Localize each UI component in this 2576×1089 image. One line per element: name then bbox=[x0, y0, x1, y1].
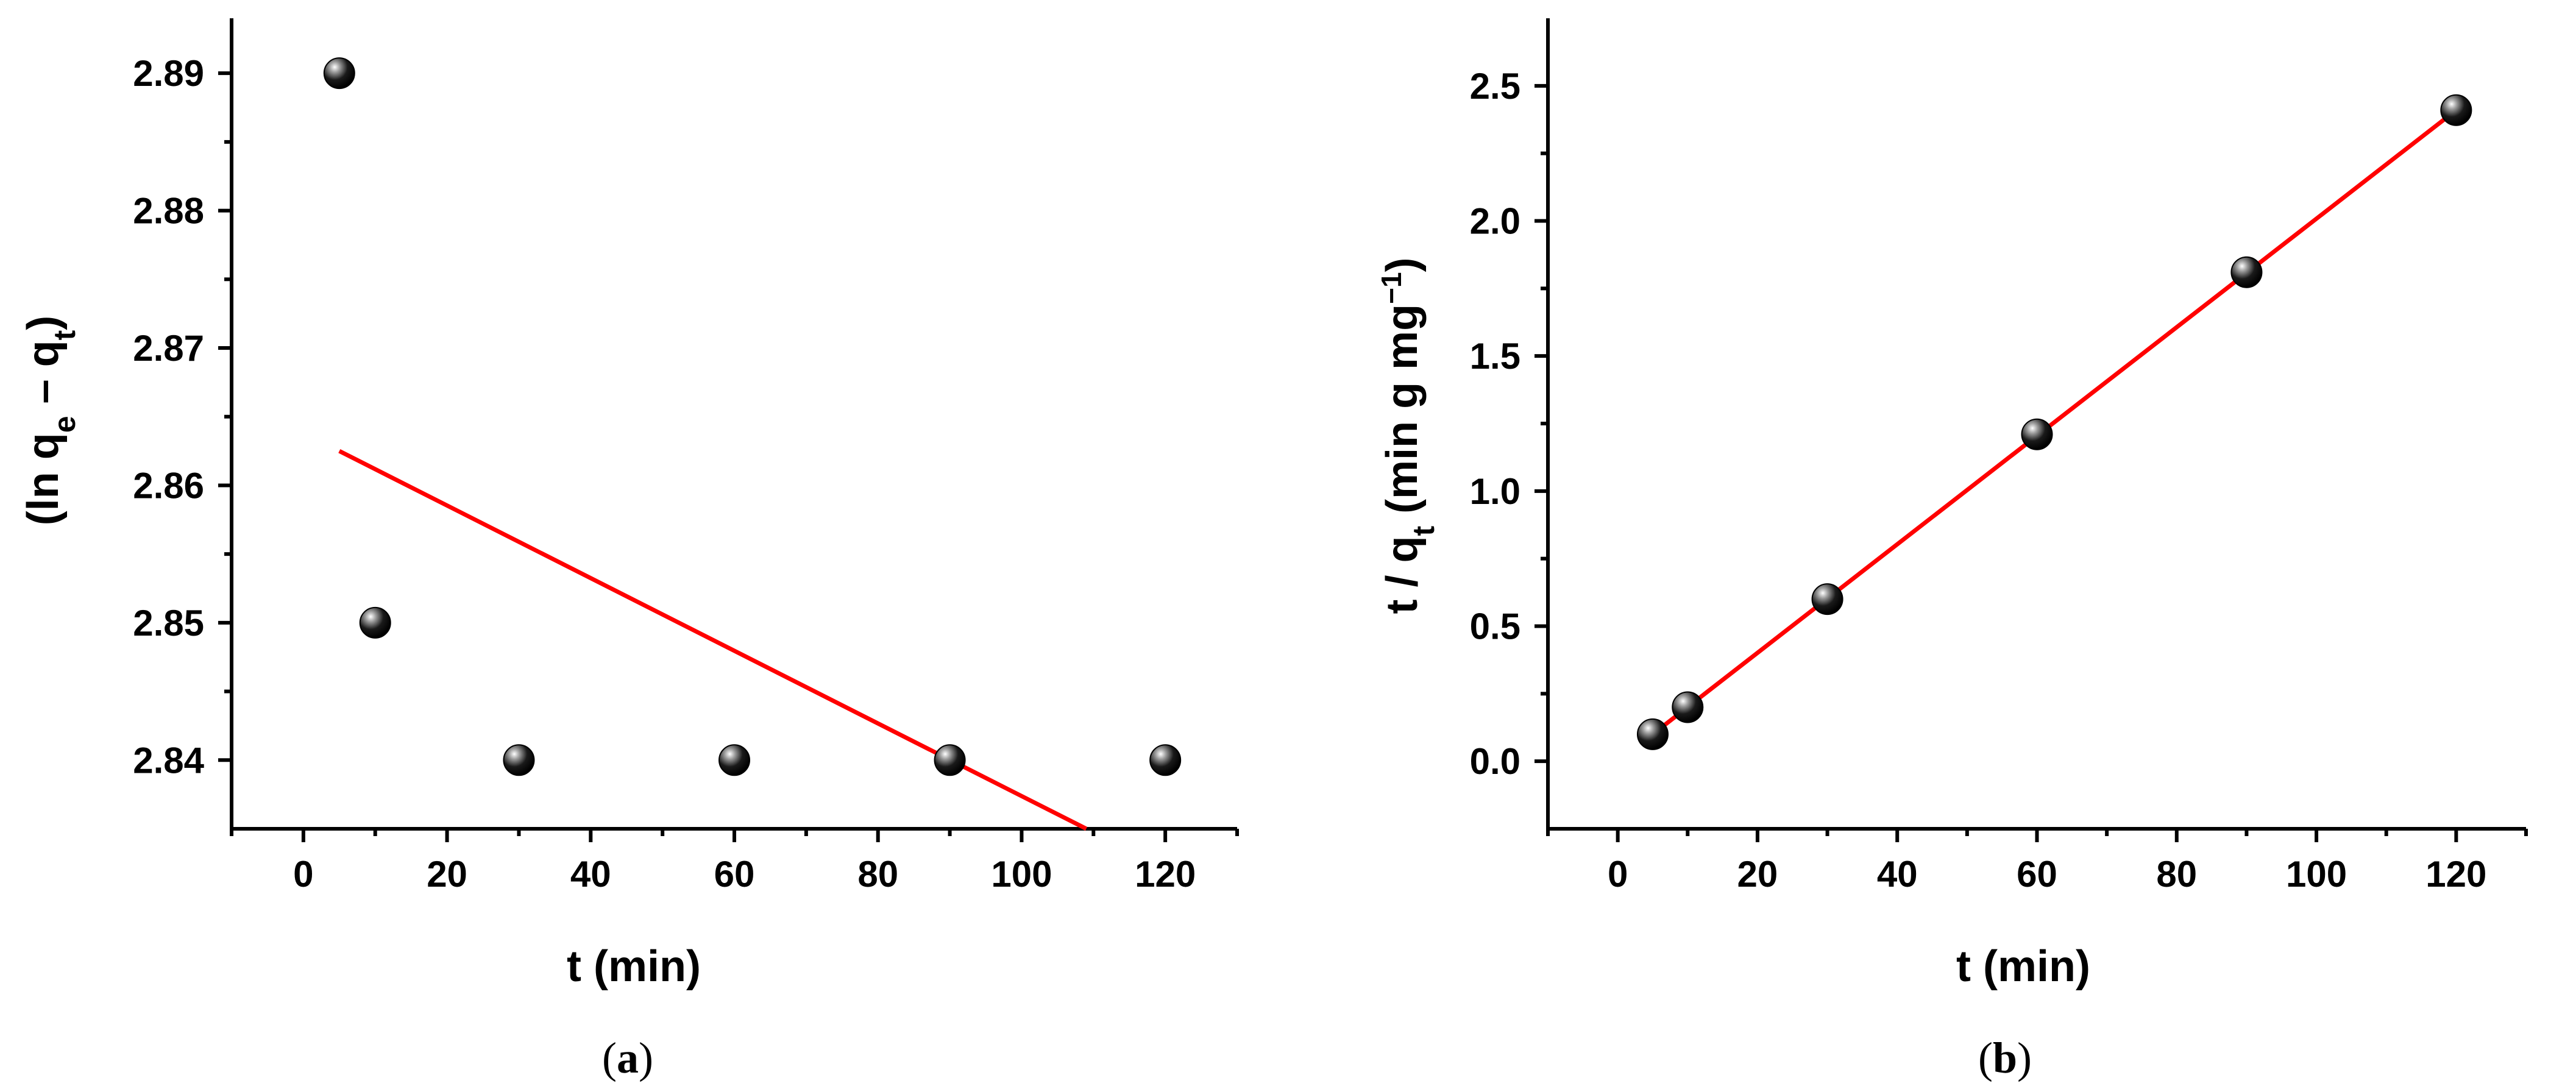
y-tick-label: 2.86 bbox=[133, 465, 204, 506]
x-tick-label: 80 bbox=[2156, 854, 2197, 895]
y-tick-label: 1.0 bbox=[1470, 471, 1520, 512]
y-tick-label: 1.5 bbox=[1470, 336, 1520, 377]
data-point bbox=[2230, 256, 2263, 288]
panel-a-axes bbox=[230, 18, 1237, 831]
panel-b-y-ticks: 0.0 0.5 1.0 1.5 2.0 2.5 bbox=[1470, 66, 1548, 782]
panel-b-x-ticks: 0 20 40 60 80 100 120 bbox=[1546, 829, 2528, 895]
panel-a-fit-line bbox=[338, 449, 1088, 831]
data-point bbox=[1149, 744, 1182, 776]
x-tick-label: 40 bbox=[1877, 854, 1918, 895]
data-point bbox=[934, 744, 966, 776]
panel-b-y-axis-label: t / qt (min g mg−1) bbox=[1375, 257, 1441, 614]
x-tick-label: 80 bbox=[857, 854, 898, 895]
x-tick-label: 60 bbox=[2017, 854, 2057, 895]
panel-a-y-axis-label: (ln qe – qt) bbox=[19, 316, 82, 525]
x-tick-label: 20 bbox=[1737, 854, 1778, 895]
x-tick-label: 100 bbox=[991, 854, 1052, 895]
data-point bbox=[719, 744, 750, 776]
panel-a-points bbox=[323, 57, 1182, 776]
panel-a-x-ticks: 0 20 40 60 80 100 120 bbox=[230, 829, 1239, 895]
data-point bbox=[2440, 94, 2472, 126]
y-tick-label: 2.5 bbox=[1470, 66, 1520, 107]
panel-a: 2.84 2.85 2.86 2.87 2.88 2.89 0 20 40 60 80 100 120… bbox=[19, 18, 1239, 1082]
y-tick-label: 2.84 bbox=[133, 740, 204, 781]
x-tick-label: 40 bbox=[570, 854, 611, 895]
panel-a-caption: (a) bbox=[602, 1034, 653, 1082]
y-tick-label: 0.0 bbox=[1470, 741, 1520, 782]
x-tick-label: 0 bbox=[293, 854, 313, 895]
panel-b-fit-line bbox=[1651, 108, 2458, 736]
data-point bbox=[359, 606, 391, 639]
data-point bbox=[1636, 718, 1669, 750]
y-tick-label: 2.87 bbox=[133, 328, 204, 369]
x-tick-label: 60 bbox=[714, 854, 755, 895]
y-tick-label: 2.0 bbox=[1470, 201, 1520, 242]
data-point bbox=[323, 57, 355, 90]
panel-b-x-axis-label: t (min) bbox=[1956, 942, 2090, 991]
y-tick-label: 2.85 bbox=[133, 603, 204, 644]
panel-b-points bbox=[1636, 94, 2472, 750]
x-tick-label: 0 bbox=[1608, 854, 1628, 895]
y-tick-label: 2.88 bbox=[133, 191, 204, 232]
y-tick-label: 2.89 bbox=[133, 53, 204, 94]
x-tick-label: 100 bbox=[2286, 854, 2347, 895]
x-tick-label: 20 bbox=[427, 854, 467, 895]
panel-a-y-ticks: 2.84 2.85 2.86 2.87 2.88 2.89 bbox=[133, 53, 232, 781]
x-tick-label: 120 bbox=[2425, 854, 2486, 895]
panel-b: 0.0 0.5 1.0 1.5 2.0 2.5 0 20 40 60 80 100 120 t (mi… bbox=[1375, 18, 2528, 1082]
panel-a-x-axis-label: t (min) bbox=[567, 942, 701, 991]
data-point bbox=[1672, 691, 1704, 723]
data-point bbox=[503, 744, 535, 776]
x-tick-label: 120 bbox=[1135, 854, 1196, 895]
y-tick-label: 0.5 bbox=[1470, 606, 1520, 647]
data-point bbox=[2021, 418, 2053, 450]
data-point bbox=[1811, 583, 1843, 615]
panel-b-caption: (b) bbox=[1978, 1034, 2032, 1082]
